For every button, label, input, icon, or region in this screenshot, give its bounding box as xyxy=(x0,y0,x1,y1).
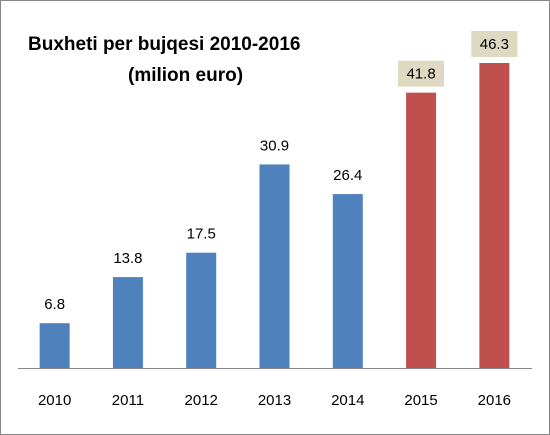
data-label: 46.3 xyxy=(480,36,509,53)
data-label: 13.8 xyxy=(113,250,142,267)
x-tick-label: 2012 xyxy=(185,392,218,409)
x-tick-label: 2016 xyxy=(478,392,511,409)
chart-subtitle: (milion euro) xyxy=(128,65,243,86)
bar xyxy=(406,92,437,369)
bar xyxy=(39,323,70,368)
data-label-box xyxy=(471,31,518,57)
x-tick-label: 2014 xyxy=(331,392,364,409)
bar xyxy=(259,164,290,368)
data-label: 30.9 xyxy=(260,137,289,154)
data-label: 6.8 xyxy=(44,296,65,313)
x-tick-label: 2011 xyxy=(112,392,144,409)
data-label-box xyxy=(398,60,445,87)
x-tick-label: 2010 xyxy=(38,392,71,409)
bar xyxy=(186,252,217,368)
bar xyxy=(112,277,143,368)
data-label: 17.5 xyxy=(187,226,216,243)
data-label: 41.8 xyxy=(406,66,435,83)
x-tick-label: 2015 xyxy=(404,392,437,409)
data-label: 26.4 xyxy=(333,167,362,184)
bar xyxy=(479,63,510,368)
bar xyxy=(332,194,363,368)
x-tick-label: 2013 xyxy=(258,392,291,409)
chart-title: Buxheti per bujqesi 2010-2016 xyxy=(28,34,300,55)
